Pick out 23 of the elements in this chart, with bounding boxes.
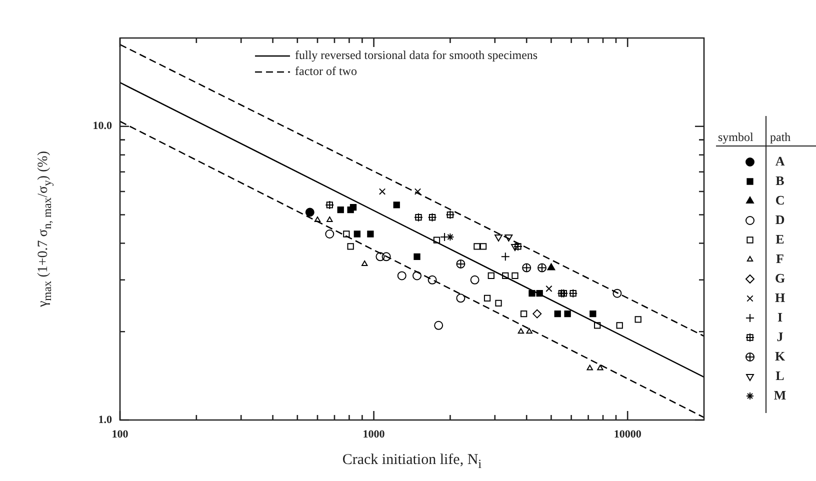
x-tick-label: 100 bbox=[112, 428, 129, 440]
legend-label: K bbox=[774, 348, 786, 364]
legend-label: B bbox=[776, 172, 785, 188]
legend-label: A bbox=[775, 153, 786, 168]
legend-label: G bbox=[774, 270, 786, 286]
legend-label: L bbox=[776, 368, 785, 383]
x-tick-label: 10000 bbox=[614, 428, 642, 440]
legend-label: E bbox=[776, 231, 784, 246]
legend-label: fully reversed torsional data for smooth specimens bbox=[295, 48, 538, 62]
legend-label: I bbox=[777, 309, 783, 324]
legend-label: F bbox=[776, 250, 784, 266]
legend-label: H bbox=[774, 290, 786, 305]
legend-label: C bbox=[775, 192, 785, 208]
text: path bbox=[770, 130, 791, 144]
legend-label: factor of two bbox=[295, 64, 357, 78]
y-tick-label: 10.0 bbox=[92, 120, 112, 132]
legend-label: M bbox=[774, 387, 786, 402]
legend-label: D bbox=[775, 212, 785, 227]
legend-label: J bbox=[776, 328, 784, 344]
x-tick-label: 1000 bbox=[362, 428, 386, 440]
y-tick-label: 1.0 bbox=[98, 414, 112, 426]
x-axis-title: Crack initiation life, N$_{i}$ bbox=[342, 452, 482, 472]
legend-title: symbol bbox=[718, 130, 754, 144]
